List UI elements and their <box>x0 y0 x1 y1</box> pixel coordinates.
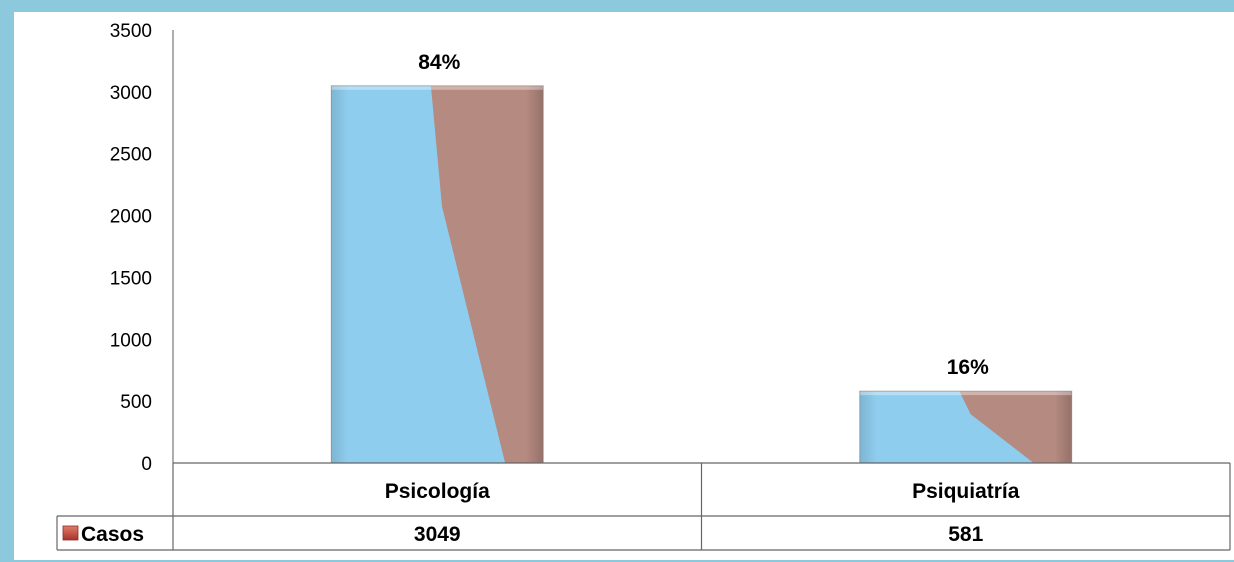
y-tick-label: 2000 <box>110 207 152 228</box>
category-label: Psiquiatría <box>912 480 1020 503</box>
table-value: 581 <box>948 523 983 546</box>
data-label: 84% <box>418 51 460 74</box>
bar-bevel <box>331 85 544 90</box>
bar-bevel <box>859 391 1072 396</box>
y-tick-label: 3500 <box>110 21 152 42</box>
y-tick-label: 3000 <box>110 83 152 104</box>
category-label: Psicología <box>385 480 490 503</box>
bar: 84% <box>330 51 544 464</box>
y-tick-labels: 0 500 1000 1500 2000 2500 3000 3500 <box>110 21 152 475</box>
y-tick-label: 2500 <box>110 145 152 166</box>
bar-shading <box>859 391 1072 463</box>
legend-key <box>62 525 79 541</box>
data-table: Psicología 3049 Psiquiatría 581 Casos <box>56 462 1231 551</box>
data-label: 16% <box>947 356 989 379</box>
y-tick-label: 0 <box>141 454 152 475</box>
series-label: Casos <box>81 523 144 546</box>
y-tick-label: 1500 <box>110 268 152 289</box>
bars: 84% 16% <box>330 51 1073 464</box>
y-tick-label: 500 <box>120 392 152 413</box>
bar-shading <box>331 85 544 464</box>
y-tick-label: 1000 <box>110 330 152 351</box>
table-value: 3049 <box>414 523 461 546</box>
bar: 16% <box>859 356 1073 464</box>
